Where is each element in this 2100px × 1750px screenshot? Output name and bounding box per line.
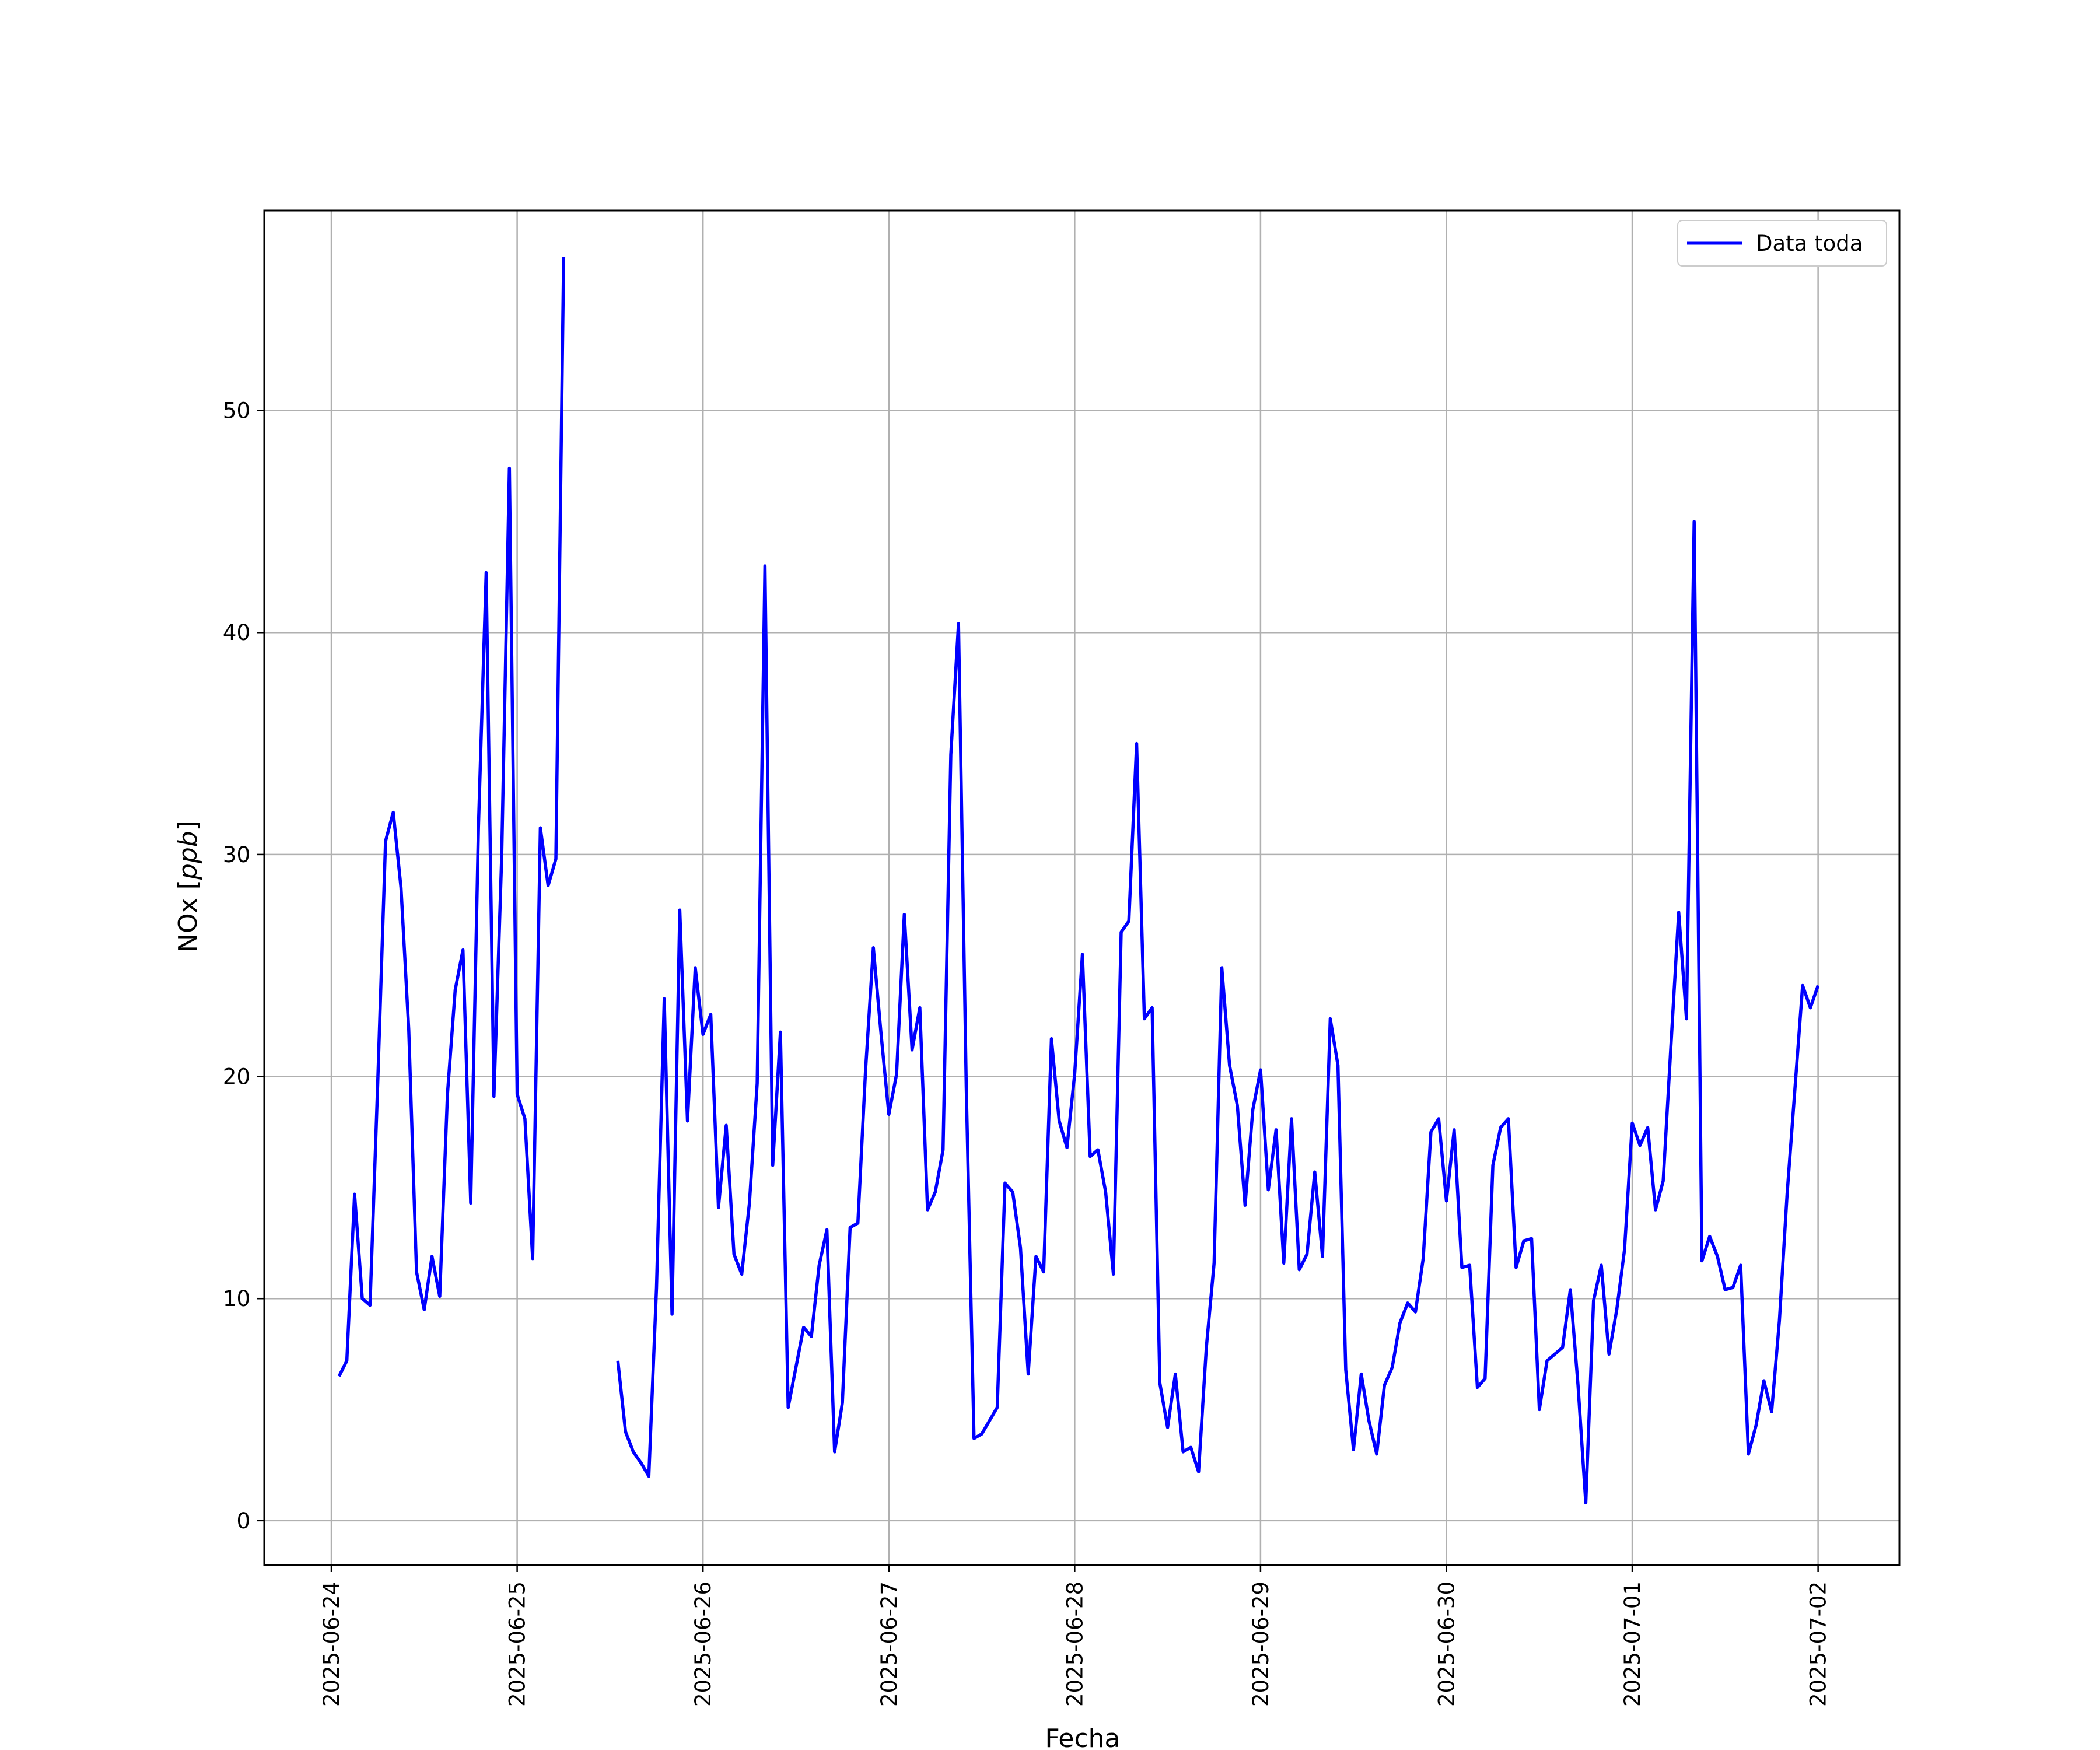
- y-tick-label: 50: [223, 398, 250, 424]
- y-tick-label: 40: [223, 620, 250, 645]
- axes-frame: [263, 209, 1901, 1566]
- x-axis-label: Fecha: [1045, 1724, 1120, 1750]
- x-tick-label: 2025-06-25: [505, 1581, 530, 1707]
- x-tick-label: 2025-06-24: [319, 1581, 344, 1707]
- x-tick-label: 2025-06-27: [877, 1581, 902, 1707]
- legend-label: Data toda: [1756, 231, 1863, 256]
- x-tick-label: 2025-07-02: [1806, 1581, 1831, 1707]
- x-tick-label: 2025-07-01: [1620, 1581, 1645, 1707]
- x-tick-label: 2025-06-28: [1062, 1581, 1087, 1707]
- series-layer: [337, 257, 1820, 1505]
- legend: Data toda: [1677, 220, 1887, 267]
- x-tick-label: 2025-06-29: [1248, 1581, 1273, 1707]
- y-tick-label: 30: [223, 842, 250, 867]
- y-tick-label: 0: [236, 1508, 250, 1534]
- series-line: [337, 257, 566, 1377]
- legend-box: [1677, 220, 1887, 267]
- ticks: 0 10 20 30 40 50 2025-06-24 2025-06-25 2025-06-2…: [223, 398, 1831, 1707]
- y-axis-label-unit: ppb: [173, 831, 203, 880]
- y-axis-label: NOx [ppb]: [173, 821, 203, 953]
- x-tick-label: 2025-06-30: [1434, 1581, 1459, 1707]
- y-axis-label-close: ]: [173, 821, 203, 831]
- y-tick-label: 10: [223, 1286, 250, 1311]
- x-tick-label: 2025-06-26: [691, 1581, 716, 1707]
- y-axis-label-text: NOx [: [173, 880, 203, 953]
- y-tick-label: 20: [223, 1065, 250, 1090]
- series-line: [616, 520, 1820, 1505]
